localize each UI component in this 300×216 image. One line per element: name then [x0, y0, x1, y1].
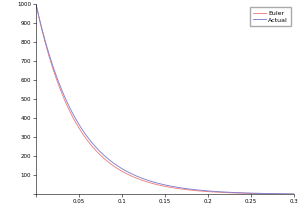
Actual [285, 192, 288, 195]
Euler [94, 150, 98, 152]
Euler [189, 189, 193, 191]
Actual [34, 3, 38, 6]
Euler [258, 192, 261, 195]
Line: Actual: Actual [36, 4, 294, 194]
Legend: Euler, Actual: Euler, Actual [250, 7, 291, 26]
Euler [292, 193, 296, 195]
Actual [153, 181, 156, 184]
Actual [160, 183, 163, 185]
Euler [86, 139, 89, 142]
Actual [47, 53, 51, 56]
Euler [124, 172, 128, 175]
Actual [292, 193, 296, 195]
Actual [237, 191, 241, 194]
Line: Euler: Euler [36, 4, 294, 194]
Actual [285, 192, 288, 195]
Euler [172, 187, 175, 189]
Euler [34, 3, 38, 6]
